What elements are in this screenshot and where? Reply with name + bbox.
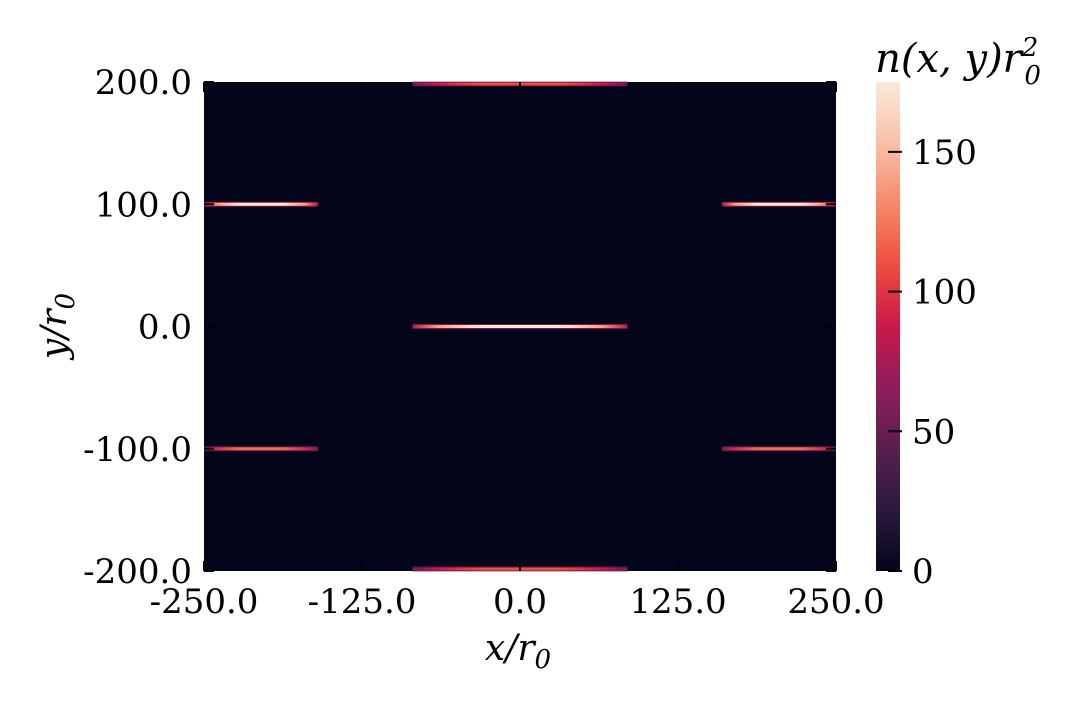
stripe-center — [412, 325, 628, 328]
axes: -250.0 -125.0 0.0 125.0 250.0 -200.0 -100.0 0.0… — [83, 63, 885, 622]
x-tick-label: -125.0 — [308, 582, 417, 622]
x-tick-label: -250.0 — [150, 582, 259, 622]
colorbar-title: n(x, y)r2 0 — [875, 33, 1041, 91]
stripe-right-lower — [722, 447, 836, 451]
colorbar-gradient — [876, 82, 900, 571]
y-axis-label: y/r0 — [34, 293, 81, 361]
colorbar-tick-label: 100 — [912, 273, 977, 313]
y-tick-label: -100.0 — [83, 430, 192, 470]
y-tick-label: 200.0 — [95, 63, 192, 103]
y-tick-label: 100.0 — [95, 185, 192, 225]
colorbar: 0 50 100 150 — [876, 82, 977, 592]
x-tick-label: 125.0 — [629, 582, 726, 622]
x-tick-label: 250.0 — [787, 582, 884, 622]
x-axis-label: x/r0 — [485, 628, 551, 675]
stripe-left-lower — [204, 447, 318, 451]
stripe-left-upper — [204, 202, 318, 206]
x-tick-label: 0.0 — [493, 582, 547, 622]
colorbar-tick-label: 0 — [912, 552, 934, 592]
colorbar-tick-label: 150 — [912, 133, 977, 173]
y-tick-label: -200.0 — [83, 552, 192, 592]
stripe-right-upper — [722, 202, 836, 206]
y-tick-label: 0.0 — [138, 308, 192, 348]
colorbar-tick-label: 50 — [912, 412, 955, 452]
